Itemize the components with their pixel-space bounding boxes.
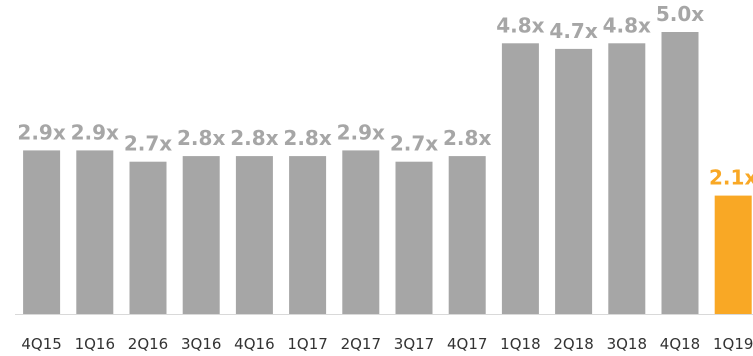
x-tick-label-3Q18: 3Q18 <box>607 335 647 353</box>
data-label-3Q18: 4.8x <box>603 13 651 37</box>
bars-group <box>23 32 752 315</box>
bar-1Q16 <box>76 150 114 314</box>
x-tick-label-1Q16: 1Q16 <box>75 335 115 353</box>
bar-4Q15 <box>23 150 61 314</box>
x-tick-label-1Q17: 1Q17 <box>287 335 327 353</box>
bar-4Q17 <box>448 156 486 314</box>
bar-3Q17 <box>395 161 433 314</box>
data-label-4Q17: 2.8x <box>443 126 491 150</box>
data-label-2Q18: 4.7x <box>549 19 597 43</box>
bar-2Q17 <box>342 150 380 314</box>
bar-3Q18 <box>608 43 646 315</box>
bar-3Q16 <box>182 156 220 314</box>
x-tick-label-4Q16: 4Q16 <box>234 335 274 353</box>
data-label-3Q17: 2.7x <box>390 132 438 156</box>
x-tick-label-1Q18: 1Q18 <box>500 335 540 353</box>
x-tick-label-3Q17: 3Q17 <box>394 335 434 353</box>
x-tick-label-2Q18: 2Q18 <box>553 335 593 353</box>
x-tick-label-4Q15: 4Q15 <box>21 335 61 353</box>
data-label-1Q17: 2.8x <box>283 126 331 150</box>
data-label-4Q18: 5.0x <box>656 2 704 26</box>
data-labels-group: 2.9x 2.9x 2.7x 2.8x 2.8x 2.8x 2.9x 2.7x 2.8x4.8x… <box>17 2 753 190</box>
data-label-1Q18: 4.8x <box>496 13 544 37</box>
data-label-2Q17: 2.9x <box>337 120 385 144</box>
x-tick-label-4Q17: 4Q17 <box>447 335 487 353</box>
x-tick-label-4Q18: 4Q18 <box>660 335 700 353</box>
bar-1Q19 <box>714 195 752 314</box>
data-label-1Q19: 2.1x <box>709 166 753 190</box>
x-tick-label-1Q19: 1Q19 <box>713 335 753 353</box>
x-tick-labels-group: 4Q15 1Q16 2Q16 3Q16 4Q16 1Q17 2Q17 3Q17 4Q17 1Q18… <box>21 335 753 353</box>
data-label-3Q16: 2.8x <box>177 126 225 150</box>
data-label-4Q16: 2.8x <box>230 126 278 150</box>
x-tick-label-2Q17: 2Q17 <box>341 335 381 353</box>
data-label-1Q16: 2.9x <box>71 120 119 144</box>
bar-4Q16 <box>235 156 273 314</box>
x-tick-label-2Q16: 2Q16 <box>128 335 168 353</box>
bar-1Q18 <box>501 43 539 315</box>
data-label-2Q16: 2.7x <box>124 132 172 156</box>
bar-2Q16 <box>129 161 167 314</box>
bar-2Q18 <box>555 48 593 315</box>
bar-4Q18 <box>661 32 699 314</box>
data-label-4Q15: 2.9x <box>17 120 65 144</box>
bar-1Q17 <box>289 156 327 314</box>
x-tick-label-3Q16: 3Q16 <box>181 335 221 353</box>
